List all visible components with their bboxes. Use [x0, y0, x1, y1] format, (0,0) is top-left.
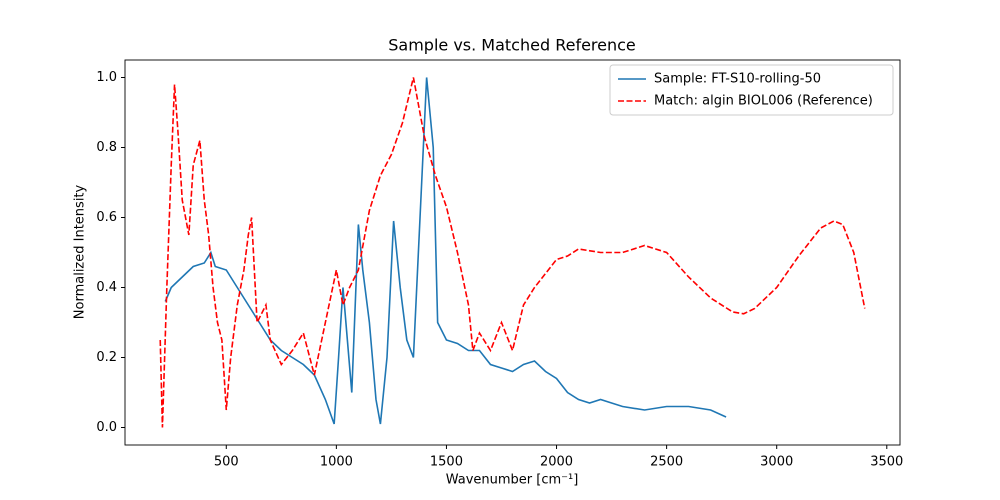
x-axis-label: Wavenumber [cm⁻¹]	[446, 473, 579, 488]
series-line	[164, 77, 727, 425]
y-tick-label: 0.2	[96, 350, 117, 365]
chart-title: Sample vs. Matched Reference	[388, 36, 636, 55]
y-tick-label: 0.6	[96, 210, 117, 225]
x-tick-label: 1000	[320, 455, 353, 470]
legend-label: Match: algin BIOL006 (Reference)	[654, 94, 873, 109]
y-tick-label: 0.4	[96, 280, 117, 295]
x-tick-label: 3000	[760, 455, 793, 470]
plot-frame	[124, 59, 901, 446]
y-tick-label: 1.0	[96, 70, 117, 85]
y-tick-label: 0.0	[96, 420, 117, 435]
series-line	[159, 77, 866, 428]
y-tick-label: 0.8	[96, 140, 117, 155]
x-tick-label: 500	[214, 455, 239, 470]
x-tick-label: 1500	[430, 455, 463, 470]
x-tick-label: 3500	[870, 455, 903, 470]
x-tick-label: 2500	[650, 455, 683, 470]
legend-label: Sample: FT-S10-rolling-50	[654, 72, 821, 87]
legend-box	[609, 64, 894, 116]
y-axis-label: Normalized Intensity	[73, 184, 88, 319]
x-tick-label: 2000	[540, 455, 573, 470]
